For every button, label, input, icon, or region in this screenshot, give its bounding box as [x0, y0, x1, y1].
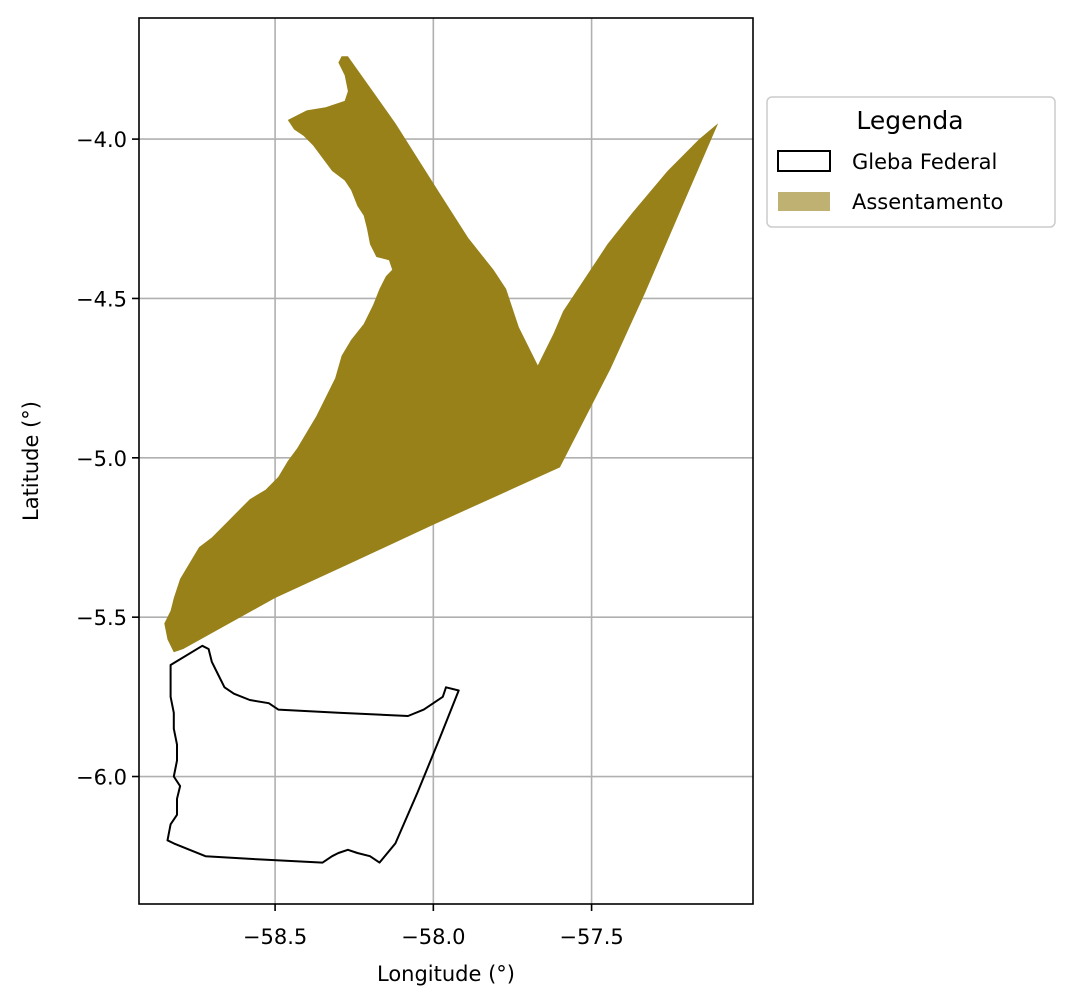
x-tick-label: −58.5 — [243, 925, 307, 949]
plot-area: −58.5 −58.0 −57.5 −4.0 −4.5 −5.0 −5.5 −6.0 — [76, 17, 754, 949]
y-tick-label: −4.5 — [76, 287, 127, 311]
y-axis-label: Latitude (°) — [19, 401, 43, 521]
assentamento-polygon — [164, 56, 719, 653]
gleba-federal-polygon — [166, 644, 460, 864]
x-axis-label: Longitude (°) — [377, 962, 515, 986]
map-layers — [164, 56, 719, 864]
y-tick-label: −6.0 — [76, 766, 127, 790]
plot-frame — [138, 17, 754, 905]
legend-label-gleba-federal: Gleba Federal — [852, 150, 997, 174]
legend-label-assentamento: Assentamento — [852, 190, 1003, 214]
legend-swatch-assentamento — [778, 192, 830, 211]
legend: Legenda Gleba Federal Assentamento — [766, 96, 1056, 228]
legend-box — [766, 96, 1056, 228]
y-tick-label: −5.0 — [76, 447, 127, 471]
x-tick-label: −57.5 — [559, 925, 623, 949]
legend-swatch-gleba-federal — [777, 150, 831, 172]
legend-title: Legenda — [856, 106, 963, 135]
x-tick-label: −58.0 — [401, 925, 465, 949]
y-tick-label: −4.0 — [76, 128, 127, 152]
axis-ticks: −58.5 −58.0 −57.5 −4.0 −4.5 −5.0 −5.5 −6.0 — [76, 128, 624, 949]
grid-lines — [139, 18, 753, 904]
y-tick-label: −5.5 — [76, 606, 127, 630]
